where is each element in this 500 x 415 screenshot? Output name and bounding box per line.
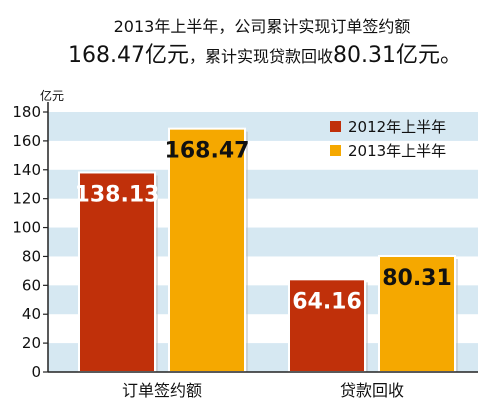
bar-value-label: 138.13 [75,182,160,207]
bar-2013-0 [168,127,246,373]
y-tick-label: 40 [22,305,41,323]
y-tick-label: 180 [12,103,41,121]
title-connector: ，累计实现贷款回收 [189,47,333,66]
x-category-label: 订单签约额 [122,381,202,400]
grid-band [48,112,478,141]
bar-2012-0 [78,171,156,373]
y-tick-label: 60 [22,276,41,294]
legend-swatch [330,145,341,156]
bar-value-label: 168.47 [165,139,250,164]
y-tick-label: 100 [12,219,41,237]
x-category-label: 贷款回收 [340,381,404,400]
title-value-orders: 168.47亿元 [68,43,189,68]
legend-swatch [330,121,341,132]
title-line2: 168.47亿元，累计实现贷款回收80.31亿元。 [68,43,462,68]
y-axis-unit: 亿元 [40,88,64,103]
y-tick-label: 160 [12,132,41,150]
bar-2013-1 [378,254,456,374]
title-value-loans: 80.31亿元。 [333,43,462,68]
y-tick-label: 80 [22,247,41,265]
title-line1: 2013年上半年，公司累计实现订单签约额 [114,17,411,36]
y-tick-label: 20 [22,334,41,352]
y-tick-label: 120 [12,190,41,208]
bar-value-label: 80.31 [382,266,452,291]
bar-2012-1 [288,278,366,373]
y-tick-label: 140 [12,161,41,179]
legend-label: 2013年上半年 [348,142,446,160]
y-tick-label: 0 [31,363,41,381]
bar-value-label: 64.16 [292,289,362,314]
legend-label: 2012年上半年 [348,118,446,136]
